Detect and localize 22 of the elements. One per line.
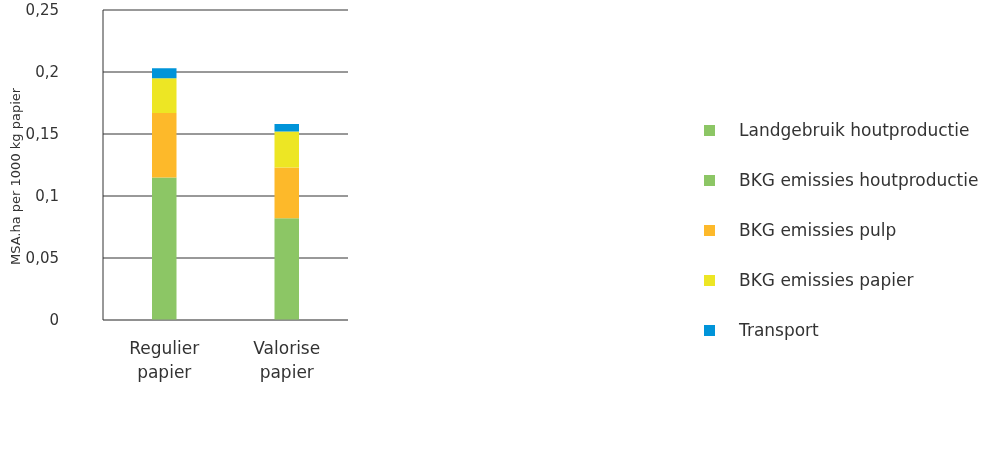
bar xyxy=(152,177,177,320)
legend-label: BKG emissies houtproductie xyxy=(739,170,979,190)
y-tick-label: 0,1 xyxy=(35,187,59,206)
y-tick-label: 0 xyxy=(49,311,59,330)
bar xyxy=(274,131,299,168)
bar xyxy=(274,218,299,320)
x-tick-label: Valorise papier xyxy=(253,338,321,382)
bar xyxy=(274,124,299,132)
y-tick-label: 0,05 xyxy=(25,249,59,268)
legend-label: Landgebruik houtproductie xyxy=(739,120,970,140)
y-axis-title: MSA.ha per 1000 kg papier xyxy=(7,87,23,265)
legend-label: BKG emissies pulp xyxy=(739,220,897,240)
bar xyxy=(152,112,177,178)
legend-label: Transport xyxy=(739,320,819,340)
legend-label: BKG emissies papier xyxy=(739,270,914,290)
bar xyxy=(274,167,299,219)
y-tick-label: 0,2 xyxy=(35,63,59,82)
bar xyxy=(152,78,177,113)
bar xyxy=(152,68,177,79)
y-tick-label: 0,15 xyxy=(25,125,59,144)
x-tick-label: Regulier papier xyxy=(129,338,200,382)
y-tick-label: 0,25 xyxy=(25,1,59,20)
